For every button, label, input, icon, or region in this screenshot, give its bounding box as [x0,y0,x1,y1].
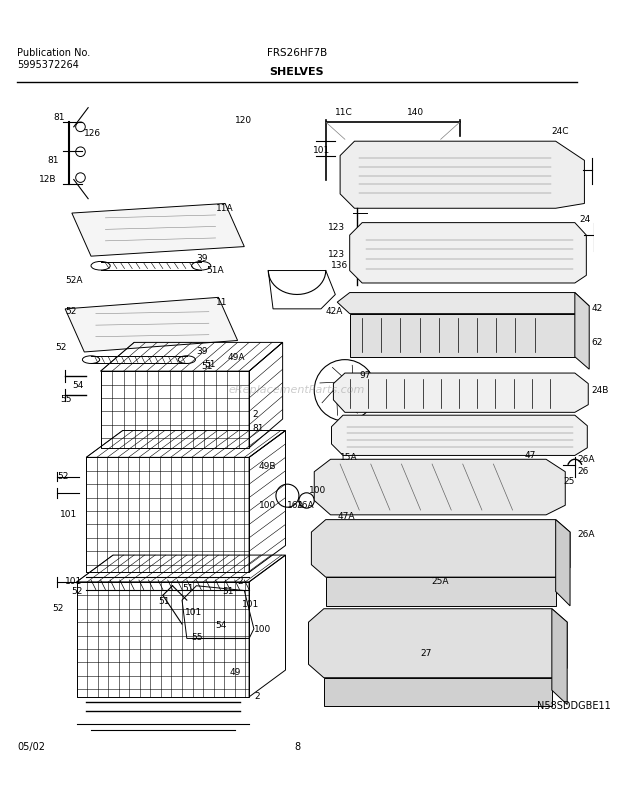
Text: 2: 2 [252,410,257,418]
Polygon shape [575,292,589,369]
Text: 51A: 51A [206,266,224,275]
Text: 11A: 11A [216,204,233,213]
Polygon shape [326,577,556,606]
Text: 52: 52 [65,307,76,316]
Text: Publication No.: Publication No. [17,48,91,58]
Text: 5995372264: 5995372264 [17,60,79,70]
Polygon shape [332,415,587,456]
Polygon shape [334,373,588,412]
Text: 12B: 12B [39,175,56,184]
Text: FRS26HF7B: FRS26HF7B [267,48,327,58]
Text: 42: 42 [591,304,603,314]
Text: 51: 51 [204,360,216,369]
Text: 97: 97 [359,372,371,380]
Polygon shape [311,519,570,577]
Polygon shape [324,678,552,707]
Text: 101: 101 [60,511,78,519]
Text: 62: 62 [591,338,603,347]
Polygon shape [65,298,237,352]
Polygon shape [556,519,570,606]
Text: 39: 39 [197,348,208,357]
Text: 140: 140 [407,108,424,117]
Text: 2: 2 [237,577,243,587]
Text: 52A: 52A [65,276,82,284]
Text: 2: 2 [254,692,260,701]
Text: 47: 47 [525,451,536,460]
Text: N58SDDGBE11: N58SDDGBE11 [536,701,610,711]
Text: 42A: 42A [326,307,343,316]
Text: 49: 49 [230,669,241,677]
Text: 126: 126 [84,129,102,138]
Text: 16A: 16A [297,501,314,510]
Text: eReplacementParts.com: eReplacementParts.com [229,385,365,395]
Text: 26A: 26A [578,530,595,538]
Polygon shape [72,203,244,256]
Text: 54: 54 [216,621,227,630]
Text: 8: 8 [294,742,300,752]
Text: 05/02: 05/02 [17,742,45,752]
Text: 81: 81 [54,113,65,121]
Text: 55: 55 [60,395,72,404]
Text: 24: 24 [580,215,591,224]
Text: 24B: 24B [591,386,608,395]
Text: 51: 51 [202,362,213,371]
Text: 101: 101 [313,146,330,156]
Text: 101: 101 [65,577,82,587]
Text: 51: 51 [222,587,234,596]
Text: 11: 11 [216,298,227,306]
Text: 51: 51 [182,584,193,593]
Text: 101: 101 [242,600,260,610]
Polygon shape [350,222,587,283]
Text: 101: 101 [185,608,202,617]
Text: 123: 123 [328,223,345,232]
Text: 16A: 16A [288,501,305,510]
Text: 25: 25 [564,477,575,486]
Polygon shape [552,609,567,704]
Text: 47A: 47A [337,512,355,521]
Polygon shape [314,459,565,515]
Text: 26A: 26A [578,455,595,464]
Text: 52: 52 [71,587,82,596]
Text: 136: 136 [330,261,348,270]
Text: 51: 51 [158,596,170,606]
Polygon shape [350,314,575,357]
Text: 27: 27 [420,649,432,658]
Text: 81: 81 [47,156,58,165]
Text: 100: 100 [259,501,276,510]
Polygon shape [309,609,567,678]
Text: 26: 26 [578,467,589,476]
Text: 55: 55 [192,633,203,642]
Text: 120: 120 [235,116,252,125]
Text: 81: 81 [252,424,264,433]
Text: SHELVES: SHELVES [270,67,324,77]
Text: 39: 39 [197,253,208,263]
Polygon shape [340,141,585,208]
Text: 11C: 11C [335,108,353,117]
Text: 25A: 25A [431,577,449,587]
Polygon shape [337,292,589,314]
Text: 49B: 49B [259,462,276,472]
Text: 15A: 15A [340,453,358,462]
Text: 100: 100 [309,487,326,495]
Text: 100: 100 [254,626,271,634]
Text: 49A: 49A [228,353,246,362]
Text: 52: 52 [58,472,69,481]
Text: 24C: 24C [551,127,569,136]
Text: 52: 52 [56,343,67,352]
Text: 54: 54 [72,381,83,390]
Text: 123: 123 [328,250,345,259]
Text: 52: 52 [53,604,64,613]
